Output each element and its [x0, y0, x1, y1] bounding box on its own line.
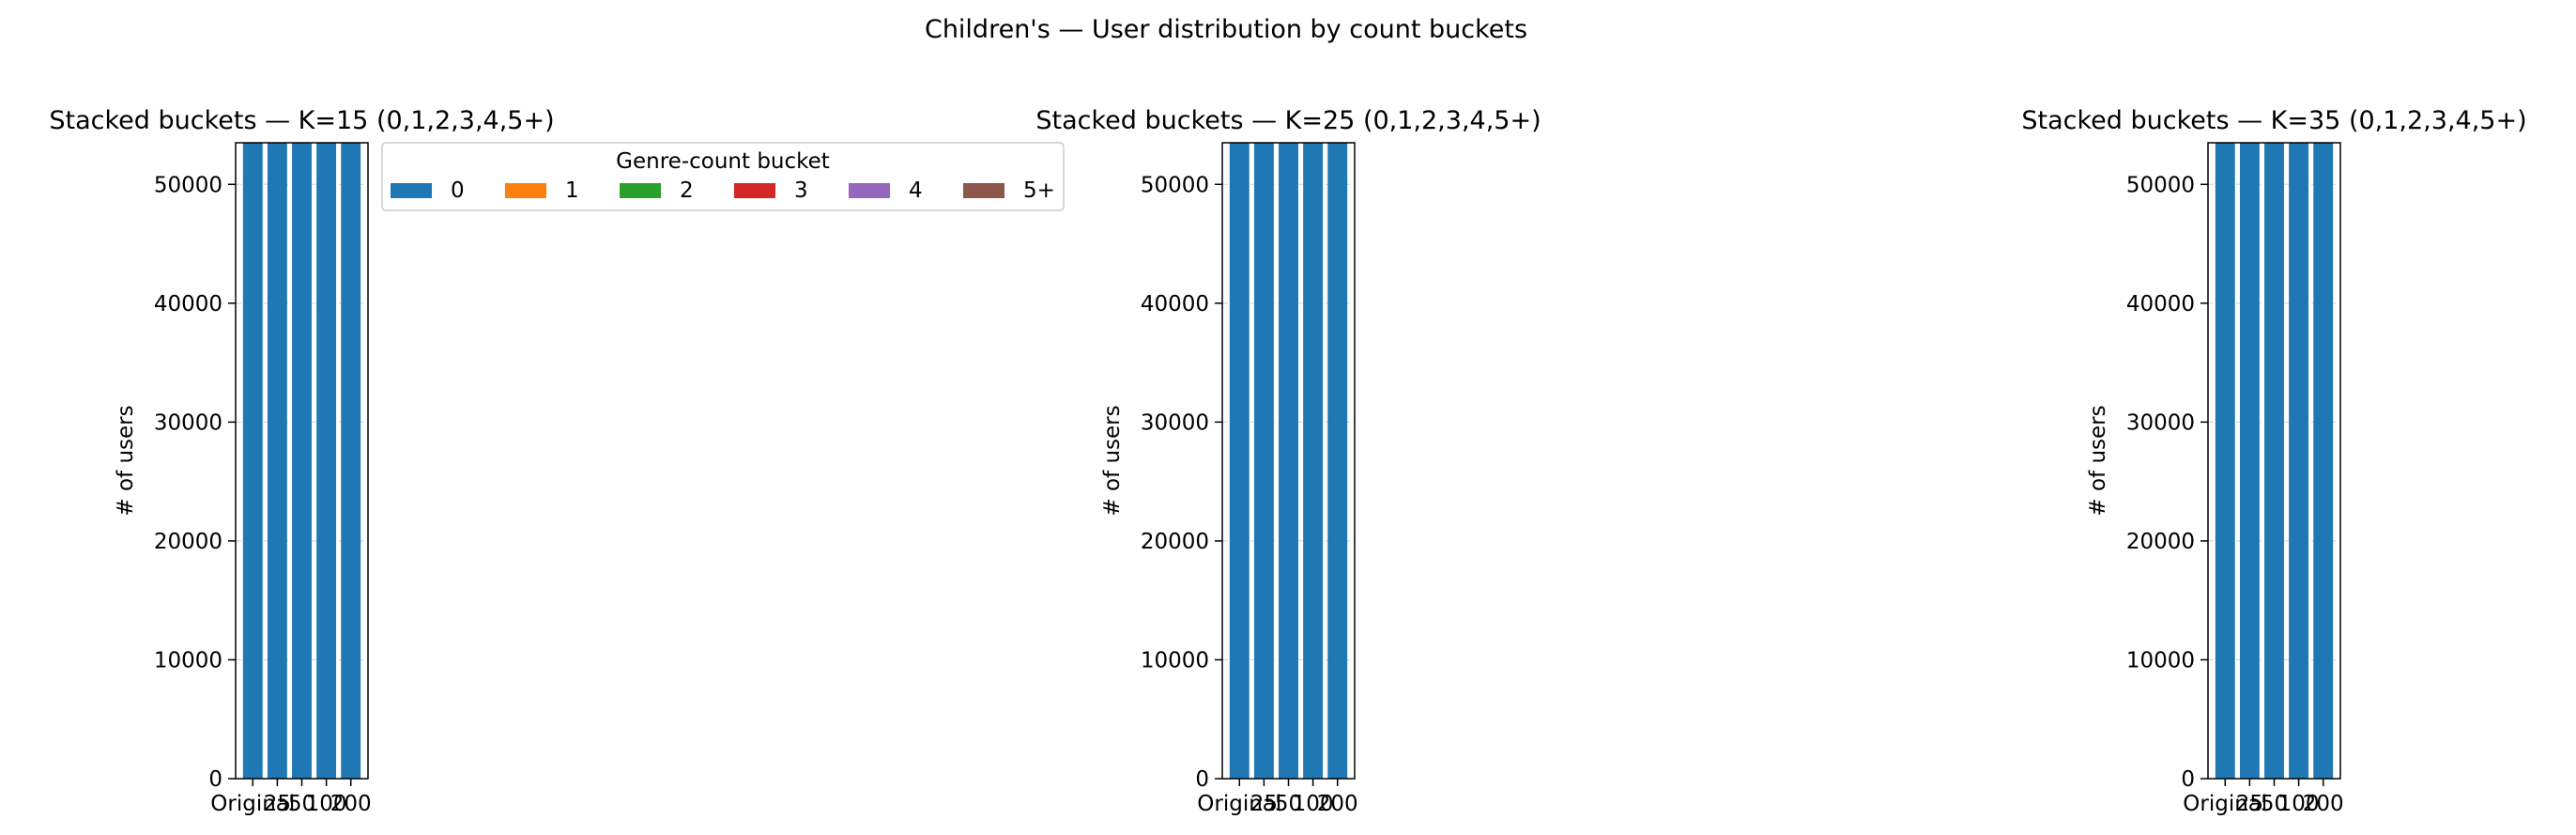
bar-segment-0-1: [267, 143, 287, 779]
subplot-title: Stacked buckets — K=35 (0,1,2,3,4,5+): [2021, 106, 2526, 135]
y-tick-label: 30000: [1141, 410, 1209, 435]
bar-segment-0-4: [1327, 143, 1348, 779]
legend-label-4: 4: [909, 178, 923, 203]
subplot-title: Stacked buckets — K=15 (0,1,2,3,4,5+): [49, 106, 554, 135]
legend-label-2: 2: [680, 178, 694, 203]
x-tick-label: 200: [1317, 792, 1358, 816]
y-tick-label: 20000: [1141, 530, 1209, 554]
x-tick-label: 100: [2278, 792, 2320, 816]
y-tick-label: 10000: [1141, 648, 1209, 673]
bar-segment-0-0: [1229, 143, 1250, 779]
y-tick-label: 20000: [154, 530, 222, 554]
x-tick-label: Original: [1197, 792, 1281, 816]
legend-swatch-3: [734, 183, 775, 198]
y-tick-label: 20000: [2126, 530, 2195, 554]
legend-swatch-2: [620, 183, 661, 198]
axes-frame: [1221, 142, 1356, 780]
y-axis-label: # of users: [1100, 405, 1125, 516]
bar-segment-0-2: [2264, 143, 2284, 779]
x-tick-label: 50: [1275, 792, 1302, 816]
legend-swatch-0: [391, 183, 432, 198]
y-axis-label: # of users: [114, 405, 138, 516]
x-tick-label: 100: [306, 792, 347, 816]
x-tick-label: 25: [1250, 792, 1278, 816]
y-tick-label: 30000: [2126, 410, 2195, 435]
legend-swatch-1: [505, 183, 546, 198]
bar-segment-0-1: [1253, 143, 1274, 779]
subplots: Stacked buckets — K=15 (0,1,2,3,4,5+)010…: [49, 106, 2526, 816]
y-axis-label: # of users: [2086, 405, 2110, 516]
figure-suptitle: Children's — User distribution by count …: [925, 15, 1527, 44]
bar-segment-0-3: [1303, 143, 1324, 779]
legend-label-5: 5+: [1023, 178, 1055, 203]
y-tick-label: 0: [208, 767, 222, 792]
subplot-title: Stacked buckets — K=25 (0,1,2,3,4,5+): [1035, 106, 1541, 135]
bar-segment-0-3: [316, 143, 337, 779]
x-tick-label: 200: [330, 792, 372, 816]
bar-segment-0-4: [341, 143, 361, 779]
x-tick-label: 25: [2236, 792, 2263, 816]
bar-segment-0-0: [242, 143, 263, 779]
legend: Genre-count bucket 0 1 2 3 4 5+: [381, 142, 1065, 211]
y-tick-label: 50000: [2126, 173, 2195, 197]
legend-label-0: 0: [451, 178, 465, 203]
y-tick-label: 40000: [154, 292, 222, 317]
legend-label-1: 1: [565, 178, 579, 203]
y-tick-label: 40000: [1141, 292, 1209, 317]
axes-frame: [235, 142, 369, 780]
x-tick-label: Original: [2183, 792, 2267, 816]
bar-segment-0-2: [1279, 143, 1298, 779]
subplot-3: Stacked buckets — K=35 (0,1,2,3,4,5+) 0 10…: [2021, 106, 2526, 816]
subplot-2: Stacked buckets — K=25 (0,1,2,3,4,5+) 0 10…: [1035, 106, 1541, 816]
y-tick-label: 0: [2181, 767, 2195, 792]
bar-segment-0-0: [2215, 143, 2235, 779]
bar-segment-0-2: [292, 143, 312, 779]
axes-frame: [2207, 142, 2341, 780]
bar-segment-0-3: [2289, 143, 2309, 779]
y-tick-label: 30000: [154, 410, 222, 435]
x-tick-label: 25: [264, 792, 291, 816]
x-tick-label: Original: [210, 792, 295, 816]
x-tick-label: 50: [288, 792, 315, 816]
x-tick-label: 100: [1293, 792, 1334, 816]
legend-swatch-5: [963, 183, 1004, 198]
bar-segment-0-1: [2239, 143, 2260, 779]
legend-title: Genre-count bucket: [616, 149, 830, 174]
legend-label-3: 3: [794, 178, 808, 203]
x-tick-label: 50: [2261, 792, 2288, 816]
y-tick-label: 10000: [2126, 648, 2195, 673]
legend-swatch-4: [849, 183, 890, 198]
y-tick-label: 50000: [154, 173, 222, 197]
x-tick-label: 200: [2303, 792, 2344, 816]
subplot-1: Stacked buckets — K=15 (0,1,2,3,4,5+) 0 10…: [49, 106, 554, 816]
y-tick-label: 50000: [1141, 173, 1209, 197]
y-tick-label: 10000: [154, 648, 222, 673]
y-tick-label: 0: [1195, 767, 1209, 792]
legend-frame: [381, 142, 1065, 211]
y-tick-label: 40000: [2126, 292, 2195, 317]
bar-segment-0-4: [2313, 143, 2334, 779]
